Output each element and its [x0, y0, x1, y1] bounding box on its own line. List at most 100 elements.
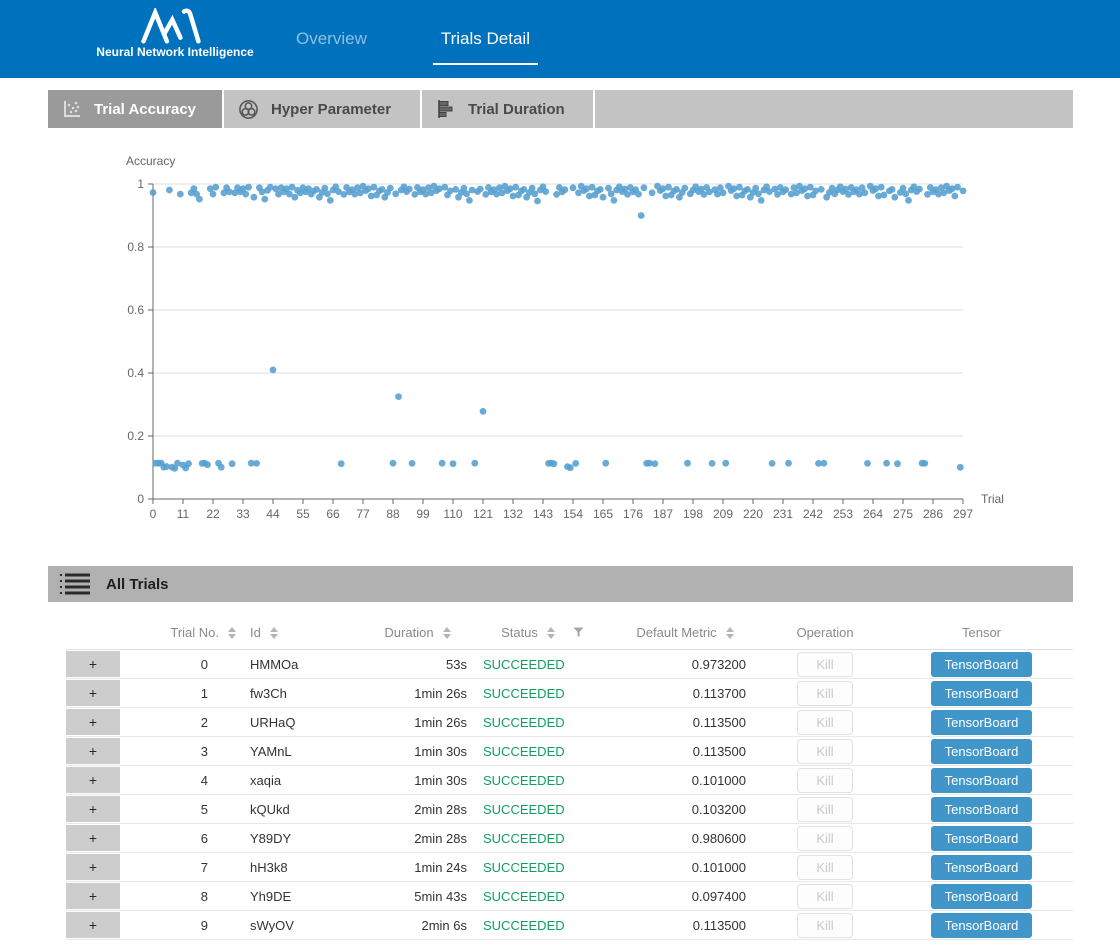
svg-text:Accuracy: Accuracy [126, 154, 175, 168]
tensorboard-button[interactable]: TensorBoard [931, 826, 1033, 851]
kill-button[interactable]: Kill [797, 913, 852, 938]
operation-cell: Kill [760, 913, 890, 938]
table-row: +4xaqia1min 30sSUCCEEDED0.101000KillTens… [66, 766, 1073, 795]
expand-row-button[interactable]: + [66, 854, 120, 880]
id-cell: hH3k8 [240, 860, 360, 875]
expand-row-button[interactable]: + [66, 738, 120, 764]
col-trial-no[interactable]: Trial No. [120, 625, 240, 640]
col-id[interactable]: Id [240, 625, 360, 640]
tensorboard-button[interactable]: TensorBoard [931, 681, 1033, 706]
expand-row-button[interactable]: + [66, 912, 120, 938]
expander-cell: + [66, 738, 120, 764]
tensor-cell: TensorBoard [890, 797, 1073, 822]
sort-icon[interactable] [547, 627, 555, 639]
kill-button[interactable]: Kill [797, 652, 852, 677]
operation-cell: Kill [760, 768, 890, 793]
tensorboard-button[interactable]: TensorBoard [931, 884, 1033, 909]
tab-trial-accuracy[interactable]: Trial Accuracy [48, 90, 222, 128]
col-label: Default Metric [636, 625, 716, 640]
col-status[interactable]: Status [475, 625, 610, 640]
table-row: +2URHaQ1min 26sSUCCEEDED0.113500KillTens… [66, 708, 1073, 737]
svg-text:275: 275 [893, 507, 913, 521]
col-label: Operation [796, 625, 853, 640]
tensorboard-button[interactable]: TensorBoard [931, 855, 1033, 880]
col-default-metric[interactable]: Default Metric [610, 625, 760, 640]
sort-icon[interactable] [270, 627, 278, 639]
kill-button[interactable]: Kill [797, 826, 852, 851]
col-duration[interactable]: Duration [360, 625, 475, 640]
sort-icon[interactable] [443, 627, 451, 639]
table-row: +5kQUkd2min 28sSUCCEEDED0.103200KillTens… [66, 795, 1073, 824]
svg-text:0: 0 [150, 507, 157, 521]
kill-button[interactable]: Kill [797, 884, 852, 909]
trial-no-cell: 7 [120, 860, 240, 875]
expand-row-button[interactable]: + [66, 680, 120, 706]
id-cell: URHaQ [240, 715, 360, 730]
tab-trial-duration[interactable]: Trial Duration [422, 90, 593, 128]
expand-row-button[interactable]: + [66, 651, 120, 677]
filter-icon[interactable] [573, 627, 584, 638]
col-label: Tensor [962, 625, 1001, 640]
default-metric-cell: 0.973200 [610, 657, 760, 672]
nni-logo: Neural Network Intelligence [95, 8, 255, 59]
tensorboard-button[interactable]: TensorBoard [931, 739, 1033, 764]
table-row: +1fw3Ch1min 26sSUCCEEDED0.113700KillTens… [66, 679, 1073, 708]
kill-button[interactable]: Kill [797, 855, 852, 880]
svg-text:11: 11 [177, 507, 190, 521]
trial-no-cell: 4 [120, 773, 240, 788]
tensorboard-button[interactable]: TensorBoard [931, 797, 1033, 822]
svg-text:143: 143 [533, 507, 553, 521]
default-metric-cell: 0.113500 [610, 715, 760, 730]
status-cell: SUCCEEDED [475, 889, 610, 904]
svg-text:1: 1 [137, 177, 144, 191]
tensorboard-button[interactable]: TensorBoard [931, 768, 1033, 793]
sort-icon[interactable] [228, 627, 236, 639]
trial-no-cell: 8 [120, 889, 240, 904]
bars-icon [436, 99, 456, 119]
tab-label: Hyper Parameter [271, 101, 391, 118]
kill-button[interactable]: Kill [797, 768, 852, 793]
top-nav: Overview Trials Detail [292, 0, 534, 78]
tensorboard-button[interactable]: TensorBoard [931, 652, 1033, 677]
tensor-cell: TensorBoard [890, 768, 1073, 793]
id-cell: Yh9DE [240, 889, 360, 904]
duration-cell: 2min 28s [360, 802, 475, 817]
id-cell: sWyOV [240, 918, 360, 933]
expand-row-button[interactable]: + [66, 767, 120, 793]
tensorboard-button[interactable]: TensorBoard [931, 913, 1033, 938]
default-metric-cell: 0.980600 [610, 831, 760, 846]
svg-text:55: 55 [296, 507, 310, 521]
nni-logo-icon [135, 8, 215, 44]
trial-no-cell: 1 [120, 686, 240, 701]
operation-cell: Kill [760, 681, 890, 706]
duration-cell: 1min 26s [360, 686, 475, 701]
nav-trials-detail[interactable]: Trials Detail [437, 29, 534, 49]
tensor-cell: TensorBoard [890, 652, 1073, 677]
trial-no-cell: 3 [120, 744, 240, 759]
nav-overview[interactable]: Overview [292, 29, 371, 49]
svg-text:132: 132 [503, 507, 523, 521]
id-cell: HMMOa [240, 657, 360, 672]
tab-hyper-parameter[interactable]: Hyper Parameter [224, 90, 420, 128]
kill-button[interactable]: Kill [797, 681, 852, 706]
operation-cell: Kill [760, 797, 890, 822]
expander-cell: + [66, 854, 120, 880]
col-label: Status [501, 625, 538, 640]
sort-icon[interactable] [726, 627, 734, 639]
svg-text:121: 121 [473, 507, 493, 521]
trials-table: Trial No. Id Duration Status Default Met… [66, 616, 1073, 940]
trial-no-cell: 5 [120, 802, 240, 817]
svg-text:297: 297 [953, 507, 973, 521]
expand-row-button[interactable]: + [66, 796, 120, 822]
expand-row-button[interactable]: + [66, 825, 120, 851]
col-label: Trial No. [170, 625, 219, 640]
tensorboard-button[interactable]: TensorBoard [931, 710, 1033, 735]
expand-row-button[interactable]: + [66, 883, 120, 909]
kill-button[interactable]: Kill [797, 710, 852, 735]
svg-text:220: 220 [743, 507, 763, 521]
expand-row-button[interactable]: + [66, 709, 120, 735]
svg-text:187: 187 [653, 507, 673, 521]
kill-button[interactable]: Kill [797, 739, 852, 764]
kill-button[interactable]: Kill [797, 797, 852, 822]
svg-text:253: 253 [833, 507, 853, 521]
